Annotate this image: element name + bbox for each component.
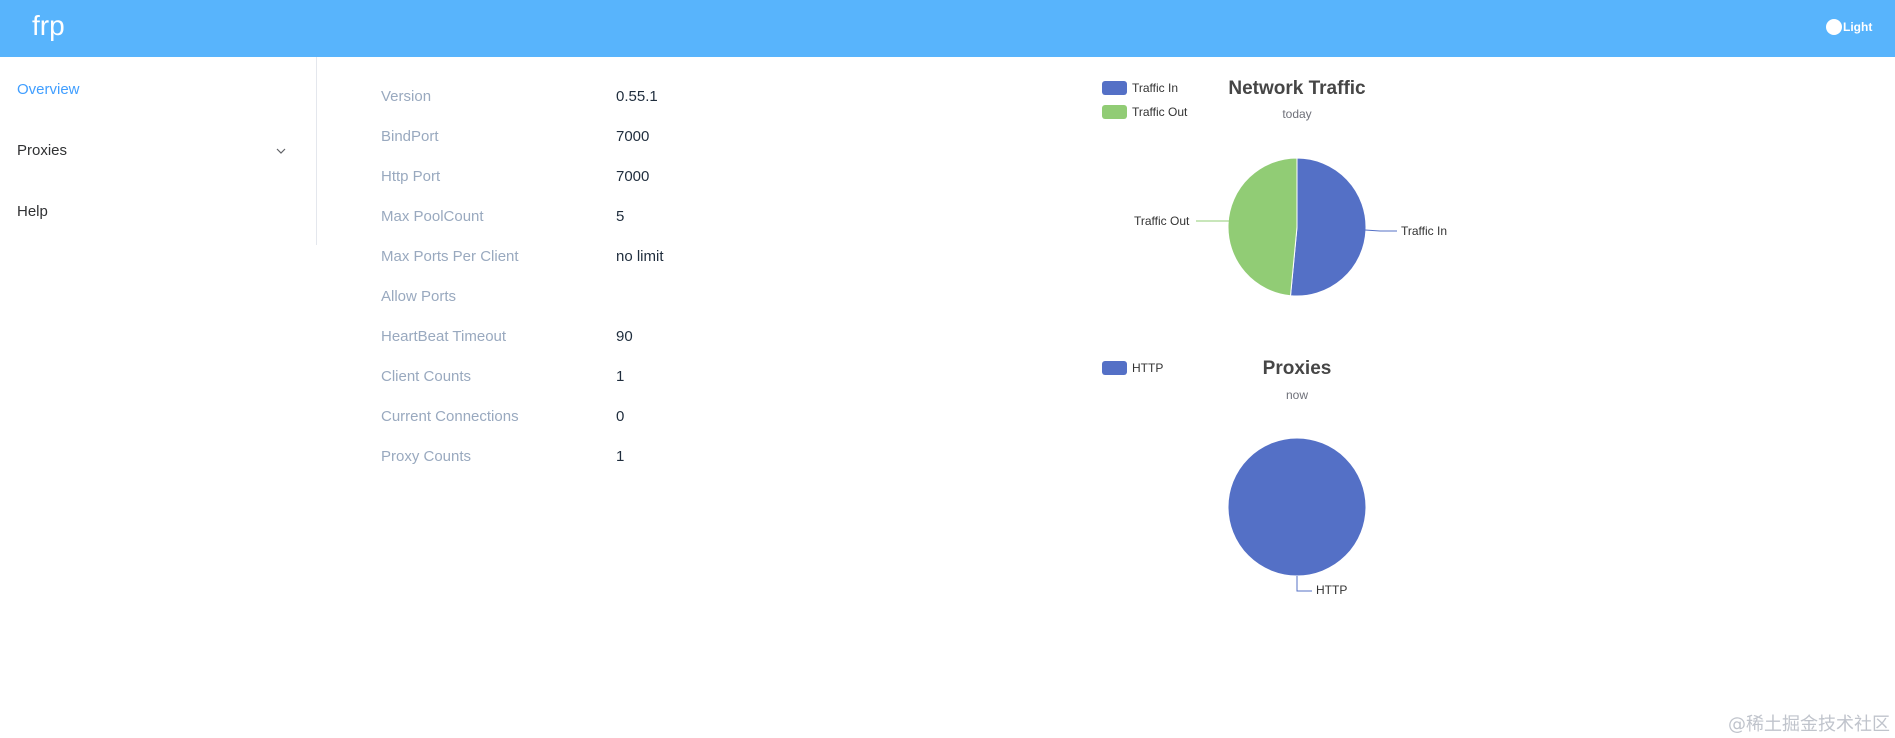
client-counts-label: Client Counts xyxy=(381,368,472,385)
pie-label-traffic-in: Traffic In xyxy=(1401,224,1448,238)
pie-label-http: HTTP xyxy=(1316,583,1348,597)
legend-swatch xyxy=(1102,361,1127,375)
bindport-value: 7000 xyxy=(616,128,650,145)
allow-ports-label: Allow Ports xyxy=(381,288,457,305)
max-poolcount-value: 5 xyxy=(616,208,625,225)
http-port-label: Http Port xyxy=(381,168,441,185)
heartbeat-timeout-value: 90 xyxy=(616,328,633,345)
logo[interactable]: frp xyxy=(32,10,65,41)
heartbeat-timeout-label: HeartBeat Timeout xyxy=(381,328,507,345)
pie-leader-line xyxy=(1364,229,1397,232)
proxy-counts-value: 1 xyxy=(616,448,625,465)
pie-slice-traffic-out[interactable] xyxy=(1227,157,1298,297)
max-poolcount-label: Max PoolCount xyxy=(381,208,484,225)
sidebar-item-help[interactable]: Help xyxy=(17,203,48,220)
legend-swatch xyxy=(1102,105,1127,119)
version-label: Version xyxy=(381,88,432,105)
pie-leader-line xyxy=(1296,576,1312,592)
chart-title-network-traffic: Network Traffic xyxy=(1228,78,1366,99)
current-connections-value: 0 xyxy=(616,408,625,425)
pie-label-traffic-out: Traffic Out xyxy=(1134,214,1190,228)
chart-title-proxies: Proxies xyxy=(1262,358,1332,379)
top-header: frp Light xyxy=(0,0,1895,57)
legend-label: Traffic Out xyxy=(1132,105,1188,119)
pie-slice-http[interactable] xyxy=(1227,437,1367,577)
legend-traffic-out[interactable]: Traffic Out xyxy=(1102,105,1187,119)
http-port-value: 7000 xyxy=(616,168,650,185)
version-value: 0.55.1 xyxy=(616,88,658,105)
legend-traffic-in[interactable]: Traffic In xyxy=(1102,81,1178,95)
sidebar-item-overview[interactable]: Overview xyxy=(17,81,80,98)
bindport-label: BindPort xyxy=(381,128,439,145)
current-connections-label: Current Connections xyxy=(381,408,519,425)
chart-subtitle-today: today xyxy=(1282,107,1312,121)
sidebar-item-proxies[interactable]: Proxies xyxy=(17,142,68,159)
proxy-counts-label: Proxy Counts xyxy=(381,448,472,465)
toggle-knob xyxy=(1826,19,1842,35)
legend-label: Traffic In xyxy=(1132,81,1179,95)
legend-swatch xyxy=(1102,81,1127,95)
legend-label: HTTP xyxy=(1132,361,1164,375)
sidebar-menu xyxy=(0,57,317,245)
theme-label: Light xyxy=(1843,20,1873,34)
theme-toggle[interactable]: Light xyxy=(1823,16,1873,38)
chevron-down-icon[interactable] xyxy=(274,144,288,158)
chart-subtitle-now: now xyxy=(1285,388,1308,402)
max-ports-per-client-label: Max Ports Per Client xyxy=(381,248,519,265)
client-counts-value: 1 xyxy=(616,368,625,385)
legend-http[interactable]: HTTP xyxy=(1102,361,1163,375)
watermark: @稀土掘金技术社区 xyxy=(1728,714,1890,735)
max-ports-per-client-value: no limit xyxy=(616,248,664,265)
